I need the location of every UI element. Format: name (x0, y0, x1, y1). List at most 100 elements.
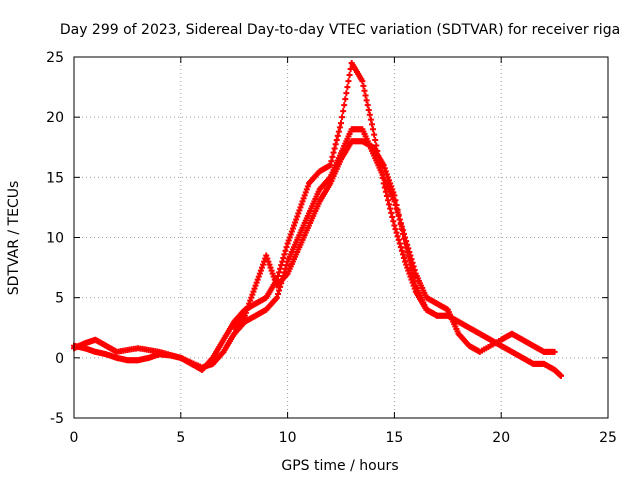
data-point-track-a (370, 126, 377, 133)
data-point-track-c (253, 279, 260, 286)
data-point-track-a (295, 210, 302, 217)
data-point-track-c (392, 197, 399, 204)
y-axis-label: SDTVAR / TECUs (6, 181, 22, 296)
data-point-track-a (291, 222, 298, 229)
y-tick-label: -5 (50, 411, 64, 427)
data-point-track-c (242, 309, 249, 316)
data-point-track-a (363, 97, 370, 104)
data-point-track-a (298, 201, 305, 208)
x-tick-label: 20 (492, 430, 510, 446)
data-point-track-a (283, 244, 290, 251)
data-point-track-a (278, 262, 285, 269)
data-point-track-c (270, 273, 277, 280)
data-point-track-c (251, 285, 258, 292)
data-point-track-a (327, 162, 334, 169)
data-point-track-c (256, 270, 263, 277)
data-point-track-a (362, 92, 369, 99)
y-tick-label: 5 (55, 291, 64, 307)
data-point-track-a (390, 218, 397, 225)
data-point-track-c (399, 230, 406, 237)
data-point-track-c (387, 180, 394, 187)
data-point-track-b (276, 287, 283, 294)
data-point-track-a (365, 106, 372, 113)
data-point-track-a (302, 189, 309, 196)
data-point-track-a (341, 102, 348, 109)
data-point-track-a (391, 222, 398, 229)
data-point-track-c (384, 174, 391, 181)
data-point-track-c (407, 261, 414, 268)
data-point-track-a (280, 254, 287, 261)
data-point-track-a (289, 225, 296, 232)
y-tick-label: 25 (46, 50, 64, 66)
data-point-track-c (383, 171, 390, 178)
data-point-track-a (346, 72, 353, 79)
plot-frame (73, 56, 609, 419)
data-point-track-c (434, 312, 441, 319)
data-point-track-c (260, 261, 267, 268)
data-point-track-a (345, 78, 352, 85)
data-point-track-a (277, 265, 284, 272)
data-point-track-a (405, 267, 412, 274)
data-point-track-a (304, 183, 311, 190)
x-tick-label: 5 (176, 430, 185, 446)
data-point-track-a (332, 141, 339, 148)
data-point-track-a (338, 120, 344, 127)
data-point-track-a (343, 90, 350, 97)
data-point-track-c (410, 274, 417, 281)
data-point-track-c (391, 192, 398, 199)
data-point-track-a (342, 96, 349, 103)
data-point-track-c (395, 211, 402, 218)
data-point-track-c (381, 165, 388, 172)
data-point-track-c (401, 235, 408, 242)
data-point-track-a (281, 251, 288, 258)
data-point-track-c (397, 221, 404, 228)
data-point-track-c (257, 267, 264, 274)
data-point-track-a (340, 108, 347, 115)
data-point-track-a (401, 254, 408, 261)
data-point-track-c (265, 258, 272, 265)
data-point-track-c (386, 177, 393, 184)
data-point-track-a (398, 247, 405, 254)
data-point-track-a (364, 102, 371, 109)
data-point-track-a (333, 137, 340, 144)
data-point-track-a (296, 207, 303, 214)
chart-title: Day 299 of 2023, Sidereal Day-to-day VTE… (60, 22, 620, 38)
data-point-track-c (403, 244, 410, 251)
data-point-track-a (386, 201, 393, 208)
data-point-track-a (361, 87, 368, 94)
data-point-track-a (331, 145, 338, 152)
data-point-track-b (273, 294, 280, 301)
data-point-track-a (371, 131, 378, 138)
data-point-track-a (286, 234, 293, 241)
data-point-track-a (284, 240, 291, 247)
data-point-track-a (344, 84, 351, 91)
data-point-track-c (268, 267, 275, 274)
x-tick-label: 10 (279, 430, 297, 446)
data-point-track-a (301, 192, 308, 199)
data-point-track-c (245, 303, 252, 310)
data-point-track-a (292, 219, 299, 226)
data-point-track-b (551, 348, 558, 355)
data-point-track-a (303, 186, 310, 193)
data-point-track-b (283, 262, 290, 269)
data-point-track-c (271, 276, 278, 283)
data-point-track-a (394, 233, 401, 240)
data-point-track-c (258, 264, 265, 271)
data-point-track-a (330, 149, 337, 156)
data-point-track-a (558, 372, 565, 379)
data-point-track-b (411, 266, 418, 273)
data-point-track-c (402, 240, 409, 247)
y-tick-label: 0 (55, 351, 64, 367)
data-point-track-a (372, 137, 379, 144)
data-point-track-c (398, 226, 405, 233)
data-point-track-a (276, 269, 283, 276)
data-point-track-a (287, 231, 294, 238)
data-point-track-a (393, 229, 400, 236)
data-point-track-c (255, 273, 262, 280)
data-point-track-a (359, 78, 366, 85)
data-point-track-c (404, 248, 411, 255)
data-point-track-c (411, 278, 418, 285)
data-point-track-a (285, 237, 292, 244)
data-point-track-a (396, 240, 403, 247)
data-point-track-c (252, 282, 259, 289)
